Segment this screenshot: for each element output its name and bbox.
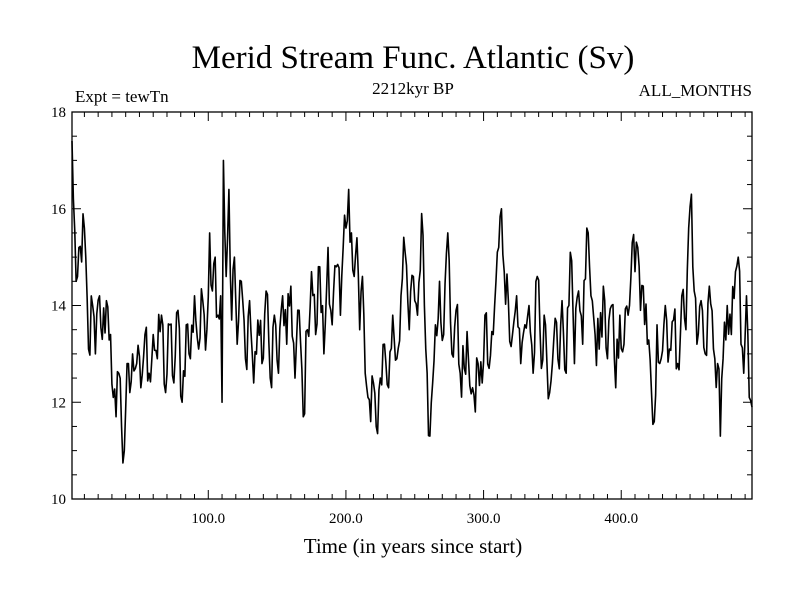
y-tick-label: 10 (51, 492, 66, 508)
x-tick-label: 100.0 (191, 511, 225, 527)
chart-title: Merid Stream Func. Atlantic (Sv) (192, 40, 635, 76)
period-label: 2212kyr BP (372, 79, 454, 98)
y-tick-label: 18 (51, 105, 66, 121)
y-tick-label: 14 (51, 299, 67, 315)
experiment-label: Expt = tewTn (75, 87, 169, 106)
y-tick-label: 12 (51, 395, 66, 411)
x-tick-label: 400.0 (604, 511, 638, 527)
x-tick-label: 200.0 (329, 511, 363, 527)
x-tick-label: 300.0 (467, 511, 501, 527)
months-label: ALL_MONTHS (639, 81, 752, 100)
series-line (71, 141, 753, 464)
axis-ticks (72, 111, 752, 500)
y-tick-labels: 10 12 14 16 18 (51, 105, 67, 508)
plot-frame (71, 111, 753, 500)
x-tick-labels: 100.0 200.0 300.0 400.0 (191, 511, 638, 527)
x-axis-label: Time (in years since start) (304, 534, 523, 558)
y-tick-label: 16 (51, 202, 67, 218)
